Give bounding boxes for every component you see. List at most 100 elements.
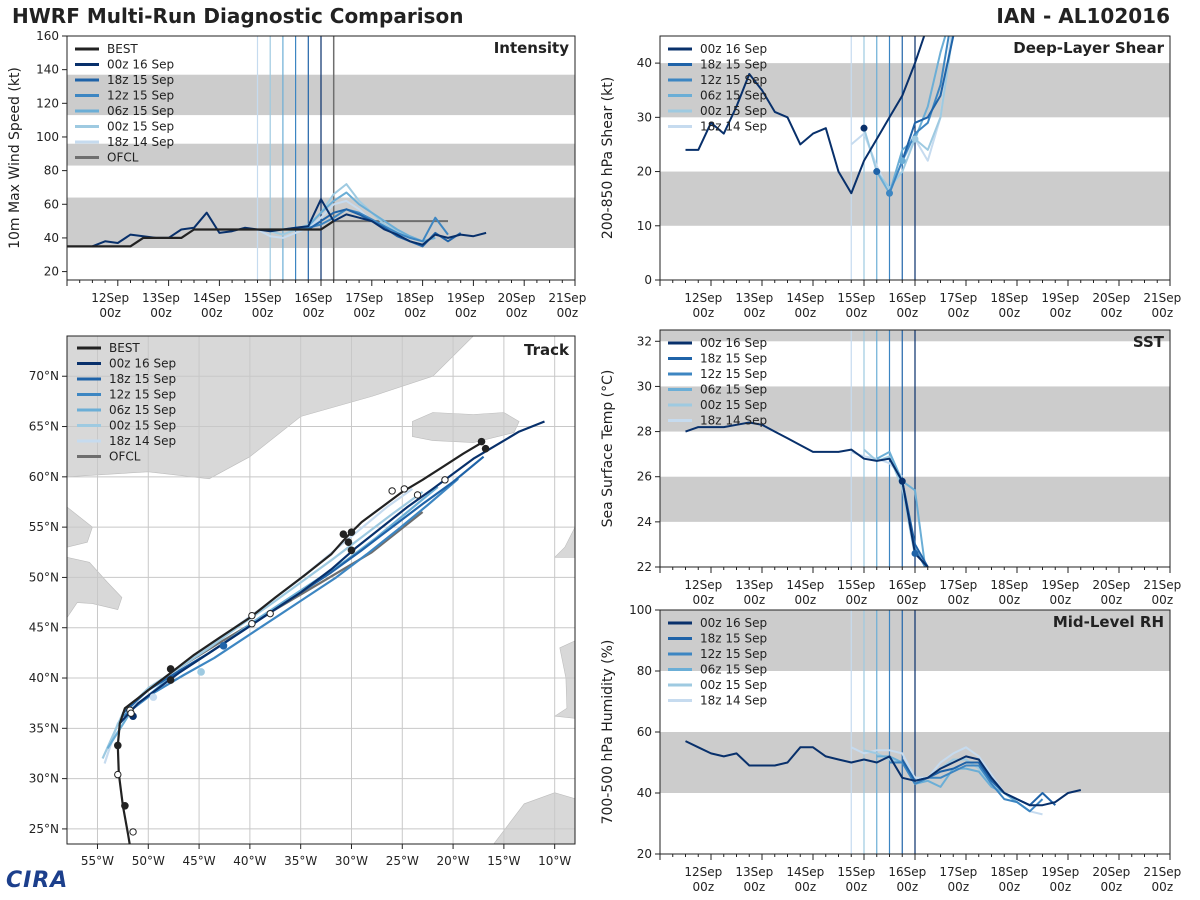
track-legend-label: 12z 15 Sep (109, 388, 176, 402)
sst-xtick-date: 17Sep (939, 578, 977, 592)
shear-legend-label: 18z 14 Sep (700, 120, 767, 134)
rh-xtick-hour: 00z (948, 880, 970, 894)
intensity-title: Intensity (494, 39, 570, 57)
sst-xtick-date: 19Sep (1041, 578, 1079, 592)
intensity-xtick-hour: 00z (252, 306, 274, 320)
track-lat-label: 65°N (29, 420, 59, 434)
sst-xtick-hour: 00z (897, 593, 919, 607)
rh-ylabel: 700-500 hPa Humidity (%) (600, 640, 616, 825)
track-lat-label: 45°N (29, 621, 59, 635)
intensity-xtick-date: 21Sep (548, 291, 586, 305)
track-open-point (127, 709, 135, 717)
intensity-xtick-date: 17Sep (345, 291, 383, 305)
intensity-series-12z-15-sep (295, 208, 449, 243)
shear-legend-label: 00z 15 Sep (700, 104, 767, 118)
shear-ytick-label: 0 (644, 273, 652, 287)
sst-xtick-hour: 00z (1050, 593, 1072, 607)
intensity-xtick-date: 20Sep (498, 291, 536, 305)
track-series-06z-15-sep (106, 486, 439, 749)
shear-xtick-hour: 00z (693, 306, 715, 320)
intensity-ytick-label: 140 (36, 63, 59, 77)
track-series-ofcl (170, 511, 424, 674)
track-legend-label: 18z 14 Sep (109, 434, 176, 448)
sst-panel: 22242628303212Sep00z13Sep00z14Sep00z15Se… (600, 329, 1181, 607)
track-legend-label: BEST (109, 341, 140, 355)
sst-xtick-date: 14Sep (786, 578, 824, 592)
rh-xtick-date: 20Sep (1092, 865, 1130, 879)
sst-xtick-date: 18Sep (990, 578, 1028, 592)
rh-xtick-hour: 00z (744, 880, 766, 894)
track-fix-point (166, 665, 175, 673)
intensity-xtick-hour: 00z (455, 306, 477, 320)
track-lat-label: 70°N (29, 369, 59, 383)
sst-xtick-date: 12Sep (684, 578, 722, 592)
sst-xtick-hour: 00z (744, 593, 766, 607)
track-lon-label: 35°W (284, 854, 317, 868)
sst-legend-label: 18z 15 Sep (700, 352, 767, 366)
rh-xtick-hour: 00z (1101, 880, 1123, 894)
rh-series-00z-16-sep (685, 740, 1082, 807)
shear-title: Deep-Layer Shear (1013, 39, 1164, 57)
rh-legend-label: 12z 15 Sep (700, 647, 767, 661)
land-newfoundland (67, 556, 123, 619)
rh-xtick-hour: 00z (795, 880, 817, 894)
track-legend-label: OFCL (109, 450, 141, 464)
intensity-ytick-label: 100 (36, 130, 59, 144)
rh-xtick-date: 12Sep (684, 865, 722, 879)
rh-legend-label: 06z 15 Sep (700, 663, 767, 677)
land-scotland (574, 491, 575, 508)
track-fix-point (197, 668, 205, 676)
sst-xtick-hour: 00z (795, 593, 817, 607)
intensity-ytick-label: 120 (36, 96, 59, 110)
shear-series-12z-15-sep (888, 36, 950, 194)
track-open-point (129, 828, 137, 836)
track-lat-label: 25°N (29, 822, 59, 836)
sst-title: SST (1133, 333, 1165, 351)
track-legend-label: 18z 15 Sep (109, 372, 176, 386)
intensity-legend-label: 06z 15 Sep (107, 104, 174, 118)
track-lat-label: 30°N (29, 772, 59, 786)
track-open-point (266, 609, 274, 618)
shear-panel: 01020304012Sep00z13Sep00z14Sep00z15Sep00… (600, 35, 1181, 320)
shear-xtick-hour: 00z (1050, 306, 1072, 320)
shear-ytick-label: 20 (637, 165, 652, 179)
track-fix-point (477, 437, 486, 446)
rh-xtick-hour: 00z (693, 880, 715, 894)
sst-legend-label: 06z 15 Sep (700, 383, 767, 397)
intensity-xtick-date: 19Sep (447, 291, 485, 305)
shear-xtick-date: 13Sep (735, 291, 773, 305)
rh-xtick-hour: 00z (1050, 880, 1072, 894)
intensity-xtick-hour: 00z (353, 306, 375, 320)
land-iceland (412, 412, 520, 443)
track-lon-label: 40°W (233, 854, 266, 868)
shear-xtick-hour: 00z (795, 306, 817, 320)
shear-marker-1 (873, 168, 881, 176)
shear-xtick-date: 20Sep (1092, 291, 1130, 305)
shear-marker-4 (911, 135, 919, 143)
chart-title: HWRF Multi-Run Diagnostic Comparison (12, 4, 464, 28)
sst-xtick-hour: 00z (948, 593, 970, 607)
track-fix-point (347, 528, 356, 536)
sst-xtick-hour: 00z (1152, 593, 1174, 607)
intensity-legend-label: 00z 16 Sep (107, 58, 174, 72)
track-lat-label: 55°N (29, 520, 59, 534)
track-series-12z-15-sep (122, 477, 459, 718)
sst-xtick-hour: 00z (846, 593, 868, 607)
intensity-xtick-hour: 00z (506, 306, 528, 320)
shear-ylabel: 200-850 hPa Shear (kt) (600, 77, 616, 239)
track-lat-label: 40°N (29, 671, 59, 685)
track-legend-label: 00z 16 Sep (109, 357, 176, 371)
track-open-point (400, 485, 409, 493)
shear-legend-label: 06z 15 Sep (700, 89, 767, 103)
sst-ytick-label: 22 (637, 560, 652, 574)
rh-ytick-label: 100 (629, 603, 652, 617)
track-lat-label: 60°N (29, 470, 59, 484)
cira-logo: CIRA (6, 868, 69, 893)
intensity-ylabel: 10m Max Wind Speed (kt) (7, 67, 23, 249)
sst-ytick-label: 28 (637, 425, 652, 439)
shear-xtick-date: 21Sep (1143, 291, 1181, 305)
rh-xtick-hour: 00z (897, 880, 919, 894)
sst-legend-label: 12z 15 Sep (700, 367, 767, 381)
